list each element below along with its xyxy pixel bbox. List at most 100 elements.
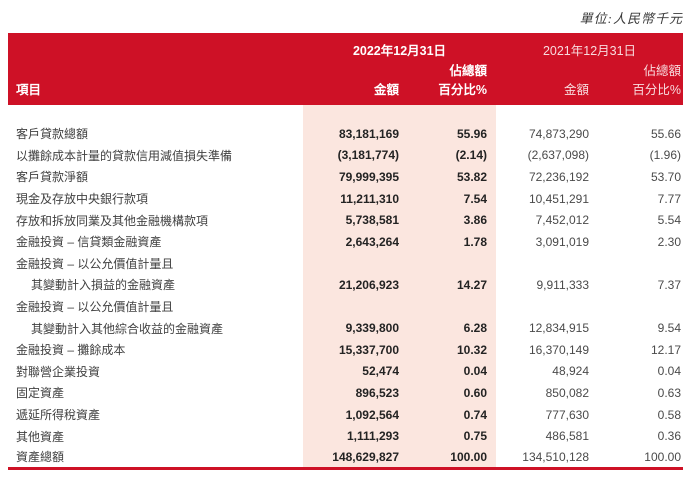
amount-2021: 74,873,290 [528, 126, 589, 141]
row-label: 金融投資 – 以公允價值計量且 [16, 300, 174, 315]
column-header-2022-pct-of-total: 佔總額 [407, 59, 496, 79]
table-row: 資產總額 148,629,827 100.00 134,510,128 100.00 [8, 446, 683, 469]
amount-2022 [303, 295, 407, 318]
amount-2022: 21,206,923 [303, 274, 407, 296]
amount-2022: 9,339,800 [303, 317, 407, 339]
amount-2021: 7,452,012 [535, 213, 589, 228]
amount-2022: 1,111,293 [303, 425, 407, 447]
row-label: 其變動計入其他綜合收益的金融資產 [31, 321, 224, 336]
header-row-columns: 項目 金額 百分比% 金額 百分比% [8, 79, 683, 105]
pct-2022: 0.74 [407, 403, 496, 426]
pct-2022: 0.60 [407, 382, 496, 404]
pct-2022: 0.75 [407, 425, 496, 447]
pct-2021: 0.58 [657, 407, 681, 422]
pct-2021: 7.37 [657, 277, 681, 292]
pct-2021: 0.36 [657, 429, 681, 444]
column-header-2022-amount: 金額 [303, 79, 407, 105]
amount-2021: 9,911,333 [536, 277, 590, 292]
table-row: 固定資產 896,523 0.60 850,082 0.63 [8, 382, 683, 404]
pct-2021: 0.63 [657, 385, 681, 400]
pct-2021: 2.30 [657, 234, 681, 249]
amount-2021: 134,510,128 [522, 449, 589, 464]
row-label: 存放和拆放同業及其他金融機構款項 [16, 213, 209, 228]
pct-2022: 1.78 [407, 230, 496, 253]
pct-2022: 55.96 [407, 123, 496, 145]
amount-2021: 12,834,915 [528, 321, 589, 336]
amount-2021: (2,637,098) [527, 148, 589, 163]
amount-2022: 148,629,827 [303, 446, 407, 469]
amount-2022: 1,092,564 [303, 403, 407, 426]
unit-note: 單位:人民幣千元 [579, 11, 683, 26]
amount-2022: 11,211,310 [303, 187, 407, 210]
amount-2021: 777,630 [545, 407, 589, 422]
table-row: 其變動計入損益的金融資產 21,206,923 14.27 9,911,333 7.37 [8, 274, 683, 296]
amount-2022: 2,643,264 [303, 230, 407, 253]
pct-2021 [593, 253, 683, 275]
column-header-2021-pct: 百分比% [593, 79, 683, 105]
row-label: 客戶貸款淨額 [16, 170, 89, 185]
amount-2021 [496, 253, 593, 275]
row-label: 遞延所得稅資產 [16, 408, 101, 423]
table-header: 2022年12月31日 2021年12月31日 佔總額 佔總額 項目 金額 百分… [8, 33, 683, 105]
row-label: 金融投資 – 攤餘成本 [16, 343, 126, 358]
row-label: 其變動計入損益的金融資產 [31, 278, 176, 293]
row-label: 固定資產 [16, 386, 65, 401]
assets-table: 2022年12月31日 2021年12月31日 佔總額 佔總額 項目 金額 百分… [8, 33, 683, 470]
amount-2021: 850,082 [545, 385, 589, 400]
table-row: 客戶貸款總額 83,181,169 55.96 74,873,290 55.66 [8, 123, 683, 145]
row-label: 其他資產 [16, 429, 65, 444]
amount-2022: 79,999,395 [303, 166, 407, 188]
table-row: 金融投資 – 以公允價值計量且 [8, 252, 683, 275]
amount-2021 [496, 296, 593, 318]
table-row: 現金及存放中央銀行款項 11,211,310 7.54 10,451,291 7.77 [8, 187, 683, 210]
column-header-2022-date: 2022年12月31日 [303, 33, 496, 59]
column-header-item: 項目 [8, 79, 303, 105]
pct-2022: 6.28 [407, 317, 496, 339]
table-row: 對聯營企業投資 52,474 0.04 48,924 0.04 [8, 360, 683, 383]
pct-2021 [593, 296, 683, 318]
pct-2022: 7.54 [407, 187, 496, 210]
pct-2022: 53.82 [407, 166, 496, 188]
header-spacer [8, 33, 303, 59]
table-row: 金融投資 – 信貸類金融資產 2,643,264 1.78 3,091,019 2.30 [8, 230, 683, 253]
pct-2022 [407, 252, 496, 275]
pct-2021: 9.54 [657, 321, 681, 336]
pct-2021: 100.00 [644, 449, 681, 464]
column-header-2021-pct-of-total: 佔總額 [593, 59, 683, 79]
table-row: 其變動計入其他綜合收益的金融資產 9,339,800 6.28 12,834,915 9… [8, 317, 683, 339]
amount-2021: 48,924 [552, 364, 589, 379]
amount-2022: 52,474 [303, 360, 407, 383]
row-label: 金融投資 – 以公允價值計量且 [16, 256, 174, 271]
pct-2021: 12.17 [650, 342, 681, 357]
pct-2022: 10.32 [407, 338, 496, 361]
pct-2022 [407, 295, 496, 318]
pct-2021: 55.66 [650, 126, 681, 141]
amount-2021: 10,451,291 [528, 191, 589, 206]
pct-2021: 53.70 [650, 169, 681, 184]
amount-2022: 15,337,700 [303, 338, 407, 361]
pct-2022: 100.00 [407, 446, 496, 469]
spacer-row [8, 105, 683, 123]
amount-2021: 72,236,192 [528, 169, 589, 184]
row-label: 金融投資 – 信貸類金融資產 [16, 235, 162, 250]
row-label: 以攤餘成本計量的貸款信用減值損失準備 [16, 148, 233, 163]
amount-2022 [303, 252, 407, 275]
header-row-dates: 2022年12月31日 2021年12月31日 [8, 33, 683, 59]
pct-2022: (2.14) [407, 144, 496, 167]
pct-2022: 0.04 [407, 360, 496, 383]
pct-2021: 7.77 [657, 191, 681, 206]
amount-2022: 5,738,581 [303, 209, 407, 231]
table-row: 以攤餘成本計量的貸款信用減值損失準備 (3,181,774) (2.14) (2,63… [8, 144, 683, 167]
amount-2022: (3,181,774) [303, 144, 407, 167]
column-header-2022-pct: 百分比% [407, 79, 496, 105]
table-body: 客戶貸款總額 83,181,169 55.96 74,873,290 55.66 以攤餘成… [8, 105, 683, 469]
table-row: 金融投資 – 以公允價值計量且 [8, 295, 683, 318]
table-row: 存放和拆放同業及其他金融機構款項 5,738,581 3.86 7,452,012 5.… [8, 209, 683, 231]
pct-2021: (1.96) [649, 148, 681, 163]
pct-2022: 14.27 [407, 274, 496, 296]
pct-2022: 3.86 [407, 209, 496, 231]
table-row: 遞延所得稅資產 1,092,564 0.74 777,630 0.58 [8, 403, 683, 426]
table-row: 客戶貸款淨額 79,999,395 53.82 72,236,192 53.70 [8, 166, 683, 188]
column-header-2021-date: 2021年12月31日 [496, 33, 683, 59]
